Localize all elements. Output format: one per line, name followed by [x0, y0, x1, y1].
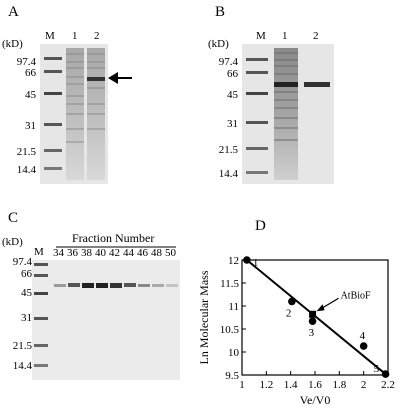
panel-a-unit: (kD) [2, 38, 23, 50]
panel-b-unit: (kD) [208, 38, 229, 50]
panel-c-fraction-bracket [56, 246, 176, 248]
panel-b-marker-45: 45 [227, 89, 238, 101]
panel-c-marker-31: 31 [21, 312, 32, 324]
panel-a-letter: A [8, 4, 19, 20]
panel-b-lane-m: M [256, 30, 266, 42]
panel-b-marker-66: 66 [227, 68, 238, 80]
panel-a-lane-2: 2 [94, 30, 100, 42]
x-tick-label-2: 2 [361, 379, 367, 391]
panel-b-marker-97: 97.4 [218, 56, 238, 68]
x-axis-label: Ve/V0 [300, 393, 331, 407]
panel-d-chart: 1 1.2 1.4 1.6 1.8 2 2.29.51010.51111.512Ve/V0L… [200, 255, 395, 407]
x-tick-label-1.4: 1.4 [284, 379, 298, 391]
y-axis-label: Ln Molecular Mass [200, 270, 211, 364]
x-tick-label-2.2: 2.2 [381, 379, 395, 391]
panel-a-lane-1: 1 [72, 30, 78, 42]
panel-c-marker-45: 45 [21, 287, 32, 299]
y-tick-label-12: 12 [228, 255, 239, 267]
panel-a-marker-31: 31 [25, 120, 36, 132]
data-point-4 [359, 342, 368, 350]
fraction-label-42: 42 [109, 247, 120, 259]
panel-c-gel [32, 260, 180, 380]
fraction-label-44: 44 [123, 247, 134, 259]
fit-line [246, 259, 387, 375]
data-point-1 [243, 256, 251, 264]
panel-c-fraction-bands [54, 283, 178, 288]
data-point-label-3: 3 [309, 327, 315, 339]
panel-a-marker-bands [44, 57, 62, 170]
data-point-label-4: 4 [360, 330, 366, 342]
y-tick-label-11: 11 [228, 301, 239, 313]
x-tick-label-1: 1 [239, 379, 245, 391]
panel-a-marker-45: 45 [25, 89, 36, 101]
fraction-label-38: 38 [81, 247, 92, 259]
panel-a-gel [40, 44, 108, 184]
panel-c-lane-m: M [34, 246, 44, 258]
fraction-label-34: 34 [53, 247, 64, 259]
panel-c-letter: C [8, 210, 19, 226]
panel-c-marker-bands [34, 263, 48, 367]
fraction-label-48: 48 [151, 247, 162, 259]
panel-a-marker-97: 97.4 [16, 56, 36, 68]
data-point-label-5: 5 [374, 363, 380, 375]
panel-c-fraction-labels: 34 36 38 40 42 44 46 48 50 [53, 247, 179, 261]
data-point-5 [381, 370, 390, 378]
panel-a-marker-14: 14.4 [16, 164, 36, 176]
panel-a-lane-m: M [45, 30, 55, 42]
data-point-2 [288, 297, 296, 306]
fraction-label-46: 46 [137, 247, 148, 259]
data-point-3 [308, 317, 317, 325]
y-tick-label-9.5: 9.5 [225, 370, 239, 382]
atbiof-label: AtBioF [341, 290, 371, 301]
panel-c-fraction-title: Fraction Number [72, 231, 155, 245]
panel-b-letter: B [215, 4, 226, 20]
data-point-label-1: 1 [253, 257, 259, 269]
panel-c-marker-66: 66 [21, 268, 32, 280]
panel-c-marker-21: 21.5 [12, 340, 32, 352]
y-tick-label-11.5: 11.5 [220, 278, 239, 290]
panel-a-arrow-icon [108, 72, 132, 84]
fraction-label-40: 40 [95, 247, 106, 259]
panel-b-lane-1: 1 [282, 30, 288, 42]
x-tick-label-1.2: 1.2 [259, 379, 273, 391]
panel-b-gel [242, 44, 334, 184]
panel-b-marker-14: 14.4 [218, 168, 238, 180]
panel-a-marker-21: 21.5 [16, 146, 36, 158]
x-tick-label-1.6: 1.6 [308, 379, 322, 391]
x-tick-label-1.8: 1.8 [332, 379, 346, 391]
fraction-label-50: 50 [165, 247, 176, 259]
y-tick-label-10: 10 [228, 347, 240, 359]
panel-b-lane-2: 2 [313, 30, 319, 42]
panel-d-letter: D [255, 218, 266, 234]
panel-b-marker-31: 31 [227, 118, 238, 130]
fraction-label-36: 36 [67, 247, 78, 259]
atbiof-arrow-icon [316, 304, 325, 312]
data-point-label-2: 2 [286, 307, 292, 319]
panel-b-marker-bands [246, 58, 268, 174]
panel-c-marker-97: 97.4 [12, 256, 32, 268]
panel-c-marker-14: 14.4 [12, 360, 32, 372]
atbiof-marker [309, 310, 317, 318]
y-tick-label-10.5: 10.5 [220, 324, 240, 336]
panel-b-marker-21: 21.5 [218, 144, 238, 156]
panel-c-unit: (kD) [2, 236, 23, 248]
panel-a-marker-66: 66 [25, 67, 36, 79]
